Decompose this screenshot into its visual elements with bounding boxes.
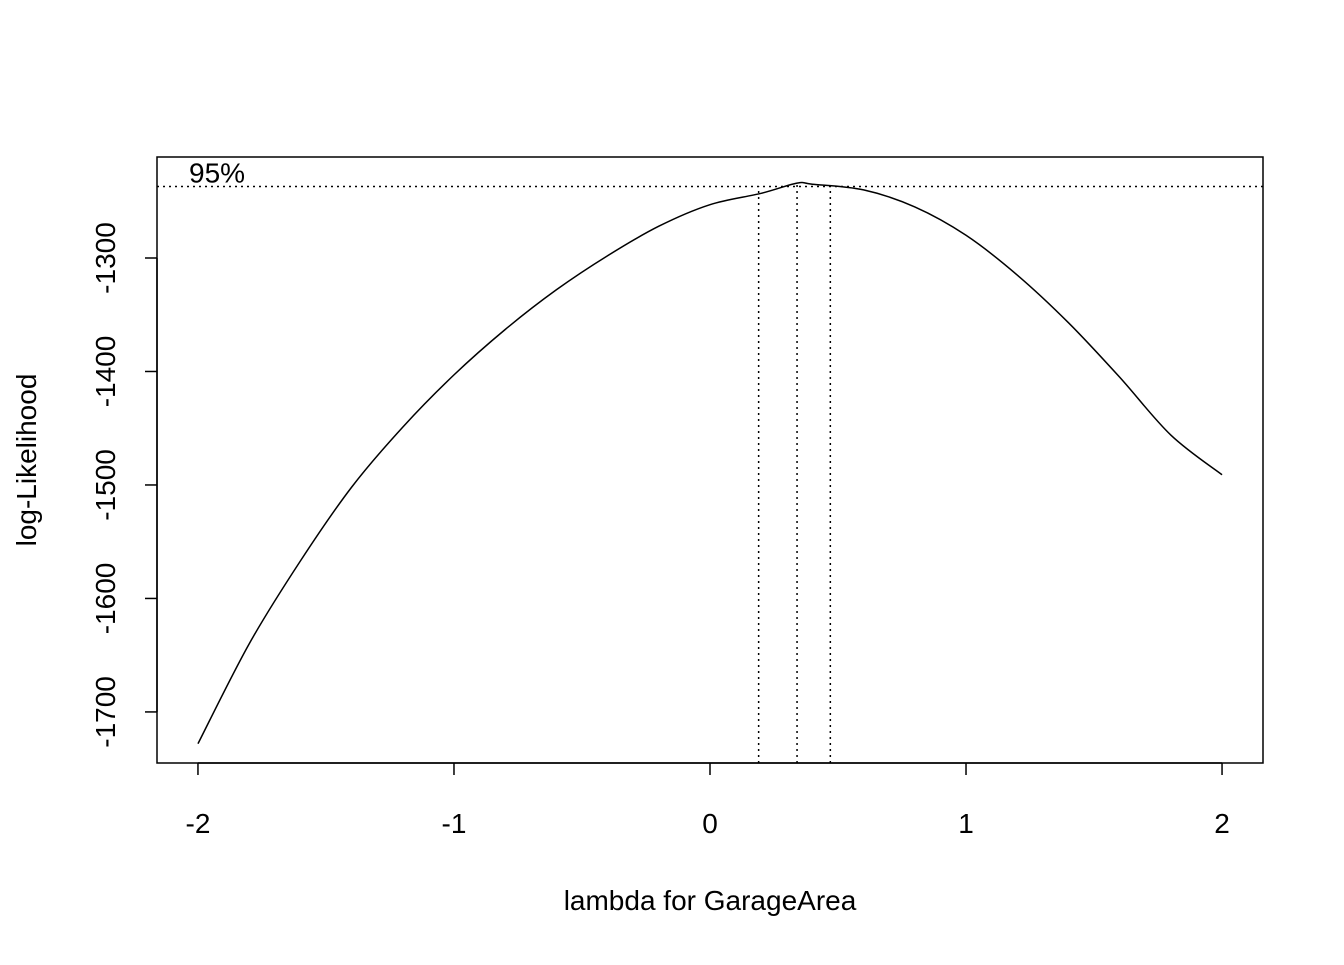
x-tick-label: -2 — [186, 808, 211, 839]
y-tick-label: -1700 — [90, 676, 121, 748]
x-axis-label: lambda for GarageArea — [564, 885, 857, 916]
y-tick-label: -1500 — [90, 449, 121, 521]
x-tick-label: 2 — [1214, 808, 1230, 839]
y-tick-label: -1300 — [90, 222, 121, 294]
x-tick-label: 0 — [702, 808, 718, 839]
y-tick-label: -1600 — [90, 563, 121, 635]
ci-label: 95% — [189, 158, 245, 189]
plot-frame — [156, 156, 1264, 764]
y-axis-label: log-Likelihood — [11, 374, 42, 547]
x-tick-label: -1 — [442, 808, 467, 839]
x-tick-label: 1 — [958, 808, 974, 839]
x-axis: -2 -1 0 1 2 — [186, 762, 1230, 839]
confidence-interval-lines — [157, 183, 1263, 763]
log-likelihood-curve — [197, 181, 1223, 745]
y-tick-label: -1400 — [90, 336, 121, 408]
y-axis: -1700 -1600 -1500 -1400 -1300 — [90, 222, 158, 748]
